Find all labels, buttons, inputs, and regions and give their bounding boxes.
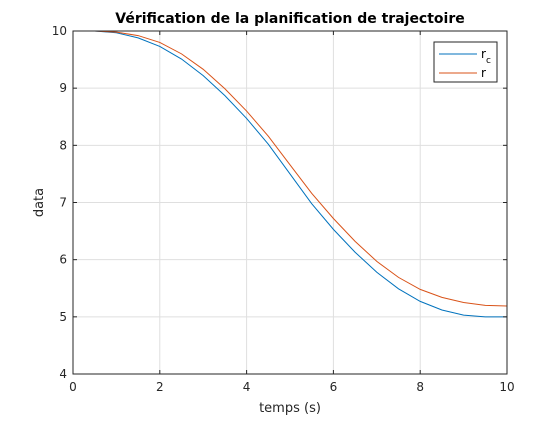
y-tick-label: 5 bbox=[59, 310, 67, 324]
legend-box bbox=[433, 41, 498, 83]
y-tick-label: 6 bbox=[59, 253, 67, 267]
legend-label-1: r bbox=[481, 66, 486, 80]
y-tick-label: 7 bbox=[59, 196, 67, 210]
x-tick-label: 4 bbox=[243, 380, 251, 394]
y-tick-label: 9 bbox=[59, 81, 67, 95]
legend: rcr bbox=[433, 41, 498, 83]
y-tick-label: 10 bbox=[52, 24, 67, 38]
series-lines bbox=[73, 30, 508, 318]
series-line-1 bbox=[73, 30, 508, 307]
legend-label-0: rc bbox=[481, 47, 491, 66]
x-tick-label: 8 bbox=[416, 380, 424, 394]
x-tick-label: 0 bbox=[69, 380, 77, 394]
x-tick-label: 2 bbox=[156, 380, 164, 394]
y-tick-label: 4 bbox=[59, 367, 67, 381]
axis-ticks: 0 2 4 6 8 10 4 5 6 7 8 9 10 bbox=[52, 24, 515, 394]
y-axis-label: data bbox=[32, 188, 47, 217]
x-tick-label: 10 bbox=[499, 380, 514, 394]
chart-title: Vérification de la planification de traj… bbox=[115, 11, 465, 27]
legend-label-subscript: c bbox=[486, 56, 491, 66]
y-tick-label: 8 bbox=[59, 138, 67, 152]
legend-label-main: r bbox=[481, 66, 486, 80]
series-line-0 bbox=[73, 30, 507, 318]
x-tick-label: 6 bbox=[330, 380, 338, 394]
x-axis-label: temps (s) bbox=[259, 401, 321, 416]
legend-label-main: r bbox=[481, 47, 486, 61]
